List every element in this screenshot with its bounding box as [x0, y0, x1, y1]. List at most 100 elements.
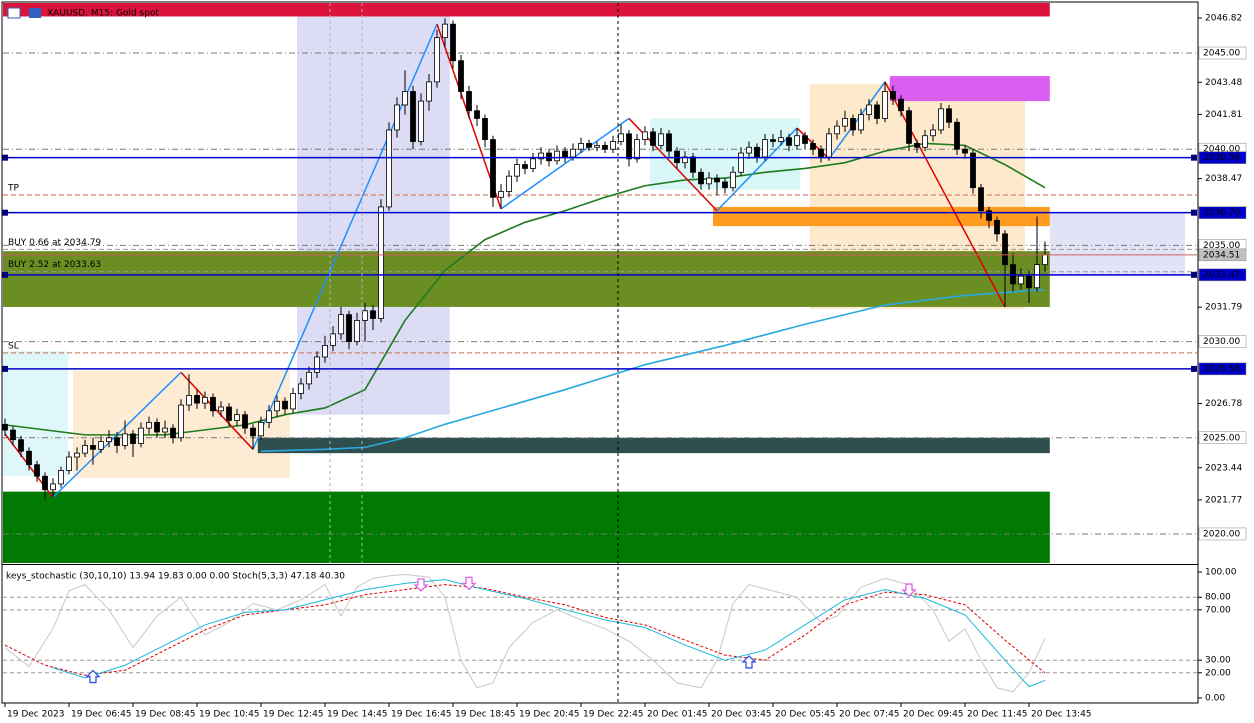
- x-tick-label: 19 Dec 14:45: [327, 710, 388, 720]
- x-tick-label: 19 Dec 10:45: [199, 710, 260, 720]
- candle-body: [666, 133, 672, 152]
- candle-body: [450, 23, 456, 62]
- candle-body: [58, 470, 64, 485]
- candle-body: [802, 135, 808, 144]
- candle-body: [170, 427, 176, 439]
- candle-body: [954, 121, 960, 150]
- y-tick-label: 20.00: [1205, 668, 1231, 678]
- candle-body: [354, 320, 360, 342]
- candle-body: [506, 175, 512, 192]
- level-label: 2036.70: [1203, 208, 1240, 218]
- candle-body: [250, 427, 256, 437]
- candle-body: [10, 429, 16, 441]
- candle-body: [410, 91, 416, 142]
- round-level-label: 2035.00: [1203, 241, 1240, 251]
- moving-average: [4, 142, 1046, 436]
- candle-body: [546, 152, 552, 162]
- plot-frame: [1, 1, 1199, 704]
- candle-body: [922, 135, 928, 148]
- zone: [1049, 212, 1185, 277]
- candle-body: [18, 439, 24, 452]
- candle-body: [986, 210, 992, 221]
- candle-body: [810, 143, 816, 150]
- candle-body: [402, 91, 408, 106]
- candle-body: [594, 144, 600, 148]
- y-tick-label: 70.00: [1205, 605, 1231, 615]
- candle-body: [266, 410, 272, 423]
- candle-body: [626, 133, 632, 160]
- y-tick-label: 80.00: [1205, 593, 1231, 603]
- y-tick-label: 2046.82: [1205, 14, 1242, 24]
- candle-body: [282, 400, 288, 410]
- candle-body: [706, 177, 712, 185]
- candle-body: [74, 452, 80, 458]
- candle-body: [258, 421, 264, 437]
- candle-body: [426, 81, 432, 102]
- candle-body: [394, 104, 400, 131]
- price-label: 2034.51: [1203, 250, 1240, 260]
- zigzag-segment: [828, 81, 886, 160]
- x-tick-label: 20 Dec 07:45: [839, 710, 900, 720]
- candle-body: [1026, 275, 1032, 289]
- y-tick-label: 2021.77: [1205, 495, 1242, 505]
- order-label: BUY 0.66 at 2034.79: [8, 238, 101, 248]
- candle-body: [930, 129, 936, 137]
- signal-arrow: [461, 576, 477, 591]
- x-tick-label: 20 Dec 01:45: [647, 710, 708, 720]
- candle-body: [602, 144, 608, 150]
- x-tick-label: 19 Dec 12:45: [263, 710, 324, 720]
- candle-body: [826, 133, 832, 158]
- candle-body: [130, 433, 136, 444]
- y-tick-label: 2041.81: [1205, 110, 1242, 120]
- stochastic-line: [4, 574, 1046, 693]
- signal-arrow: [413, 578, 429, 592]
- candle-body: [1042, 254, 1048, 266]
- candle-body: [618, 133, 624, 142]
- moving-average: [260, 288, 1046, 453]
- level-handle: [2, 365, 8, 372]
- candle-body: [842, 118, 848, 127]
- candle-body: [322, 345, 328, 358]
- candle-body: [722, 181, 728, 189]
- round-level-label: 2040.00: [1203, 145, 1240, 155]
- level-handle: [1191, 365, 1197, 372]
- plot-layers: TP SL BUY 0.66 at 2034.79 BUY 2.52 at 2033.…: [2, 3, 1197, 693]
- round-level-label-box: [1198, 335, 1247, 348]
- x-tick-label: 19 Dec 18:45: [455, 710, 516, 720]
- candle-body: [1002, 233, 1008, 266]
- candle-body: [562, 150, 568, 158]
- level-label-box: [1198, 206, 1247, 219]
- price-label-box: [1198, 248, 1247, 262]
- candle-body: [114, 437, 120, 446]
- level-handle: [1191, 154, 1197, 161]
- candle-body: [458, 60, 464, 92]
- candle-body: [82, 445, 88, 454]
- candle-body: [482, 118, 488, 140]
- level-label-box: [1198, 268, 1247, 282]
- candle-body: [586, 143, 592, 148]
- icon: [7, 7, 21, 19]
- zone: [3, 3, 1050, 17]
- candle-body: [242, 414, 248, 429]
- candle-body: [698, 171, 704, 185]
- round-level-label: 2020.00: [1203, 529, 1240, 539]
- order-label: TP: [7, 183, 19, 193]
- candle-body: [658, 133, 664, 146]
- candle-body: [442, 23, 448, 39]
- candle-body: [738, 152, 744, 173]
- candle-body: [466, 91, 472, 112]
- level-label: 2028.58: [1203, 364, 1240, 374]
- y-tick-label: 30.00: [1205, 656, 1231, 666]
- candle-body: [834, 125, 840, 135]
- indicator-label: keys_stochastic (30,10,10) 13.94 19.83 0…: [6, 572, 345, 582]
- candle-body: [314, 356, 320, 373]
- candle-body: [90, 445, 96, 450]
- candle-body: [234, 414, 240, 421]
- candle-body: [418, 100, 424, 142]
- candle-body: [794, 135, 800, 146]
- candle-body: [634, 139, 640, 160]
- level-label-box: [1198, 151, 1247, 164]
- candle-body: [946, 108, 952, 123]
